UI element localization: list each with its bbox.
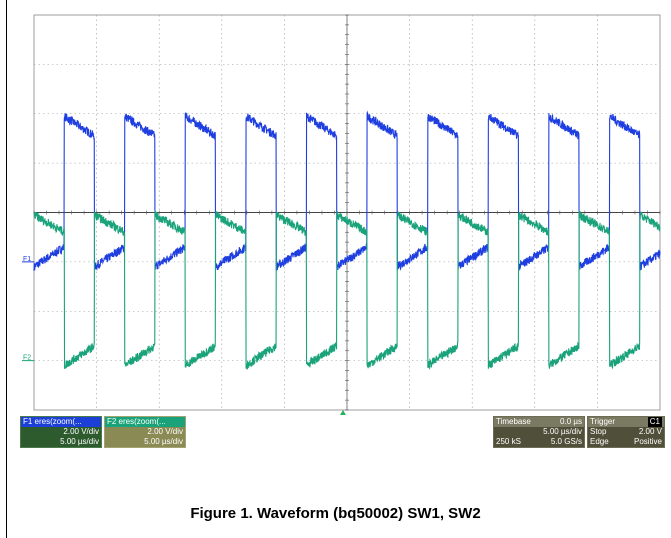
f2-channel-panel[interactable]: F2 eres(zoom(... 2.00 V/div 5.00 µs/div — [104, 416, 186, 448]
f1-vdiv: 2.00 V/div — [63, 427, 99, 436]
trace-label-f2: F2 — [23, 355, 31, 362]
trigger-channel: C1 — [647, 417, 662, 427]
figure-caption: Figure 1. Waveform (bq50002) SW1, SW2 — [190, 505, 481, 522]
trace-f2 — [33, 209, 661, 370]
oscilloscope-display: F1 F2 — [22, 14, 661, 415]
grid — [33, 14, 661, 411]
trigger-panel[interactable]: Trigger C1 Stop 2.00 V Edge Positive — [587, 416, 665, 448]
timebase-delay: 0.0 µs — [560, 417, 582, 426]
timebase-label: Timebase — [496, 417, 531, 426]
timebase-samples: 250 kS — [496, 437, 521, 446]
trigger-mode: Stop — [590, 427, 607, 436]
trigger-label: Trigger — [590, 417, 616, 426]
timebase-panel[interactable]: Timebase 0.0 µs 5.00 µs/div 250 kS 5.0 GS/… — [493, 416, 585, 448]
f2-vdiv: 2.00 V/div — [147, 427, 183, 436]
f1-panel-title: F1 eres(zoom(... — [21, 417, 101, 427]
f1-channel-panel[interactable]: F1 eres(zoom(... 2.00 V/div 5.00 µs/div — [20, 416, 102, 448]
traces — [33, 110, 661, 370]
trace-label-f1: F1 — [23, 256, 31, 263]
timebase-rate: 5.0 GS/s — [550, 437, 582, 446]
f2-panel-title: F2 eres(zoom(... — [105, 417, 185, 427]
trace-f1 — [33, 110, 661, 272]
f1-tdiv: 5.00 µs/div — [60, 437, 99, 446]
trigger-marker — [340, 410, 346, 415]
page-left-rule — [6, 0, 7, 538]
timebase-tdiv: 5.00 µs/div — [543, 427, 582, 436]
trigger-level: 2.00 V — [638, 427, 662, 436]
trigger-slope: Positive — [633, 437, 662, 446]
trace-labels: F1 F2 — [22, 256, 34, 362]
trigger-type: Edge — [590, 437, 609, 446]
f2-tdiv: 5.00 µs/div — [144, 437, 183, 446]
